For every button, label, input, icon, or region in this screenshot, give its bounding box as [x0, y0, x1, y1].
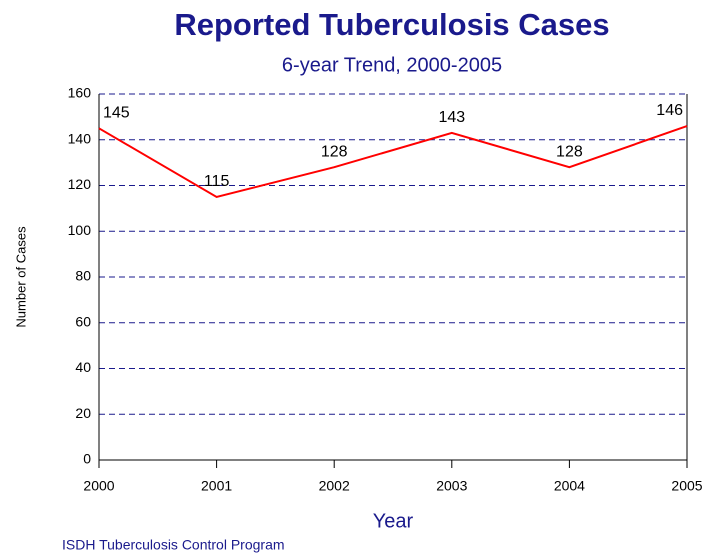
y-tick-label: 20 — [75, 405, 91, 421]
data-label: 143 — [438, 109, 465, 126]
data-line — [98, 125, 688, 199]
y-tick-label: 80 — [75, 268, 91, 284]
data-label: 128 — [556, 143, 583, 160]
x-tick-label: 2004 — [554, 478, 585, 494]
y-tick-label: 60 — [75, 313, 91, 329]
x-tick-label: 2001 — [201, 478, 232, 494]
y-tick-label: 40 — [75, 359, 91, 375]
y-tick-label: 120 — [68, 176, 92, 192]
x-tick-label: 2005 — [671, 478, 702, 494]
y-tick-label: 160 — [68, 85, 92, 101]
y-tick-label: 0 — [83, 451, 91, 467]
footer: ISDH Tuberculosis Control Program — [62, 537, 285, 553]
y-tick-label: 140 — [68, 130, 92, 146]
chart-title: Reported Tuberculosis Cases — [174, 7, 609, 42]
data-label: 128 — [321, 143, 348, 160]
y-axis-label: Number of Cases — [13, 226, 28, 328]
x-axis-label: Year — [373, 510, 414, 532]
chart-subtitle: 6-year Trend, 2000-2005 — [282, 54, 502, 76]
x-tick-label: 2000 — [83, 478, 114, 494]
data-label: 146 — [656, 102, 683, 119]
data-label: 145 — [103, 105, 130, 122]
x-tick-label: 2003 — [436, 478, 467, 494]
data-label: 115 — [204, 173, 230, 190]
x-tick-label: 2002 — [319, 478, 350, 494]
y-tick-label: 100 — [68, 222, 92, 238]
